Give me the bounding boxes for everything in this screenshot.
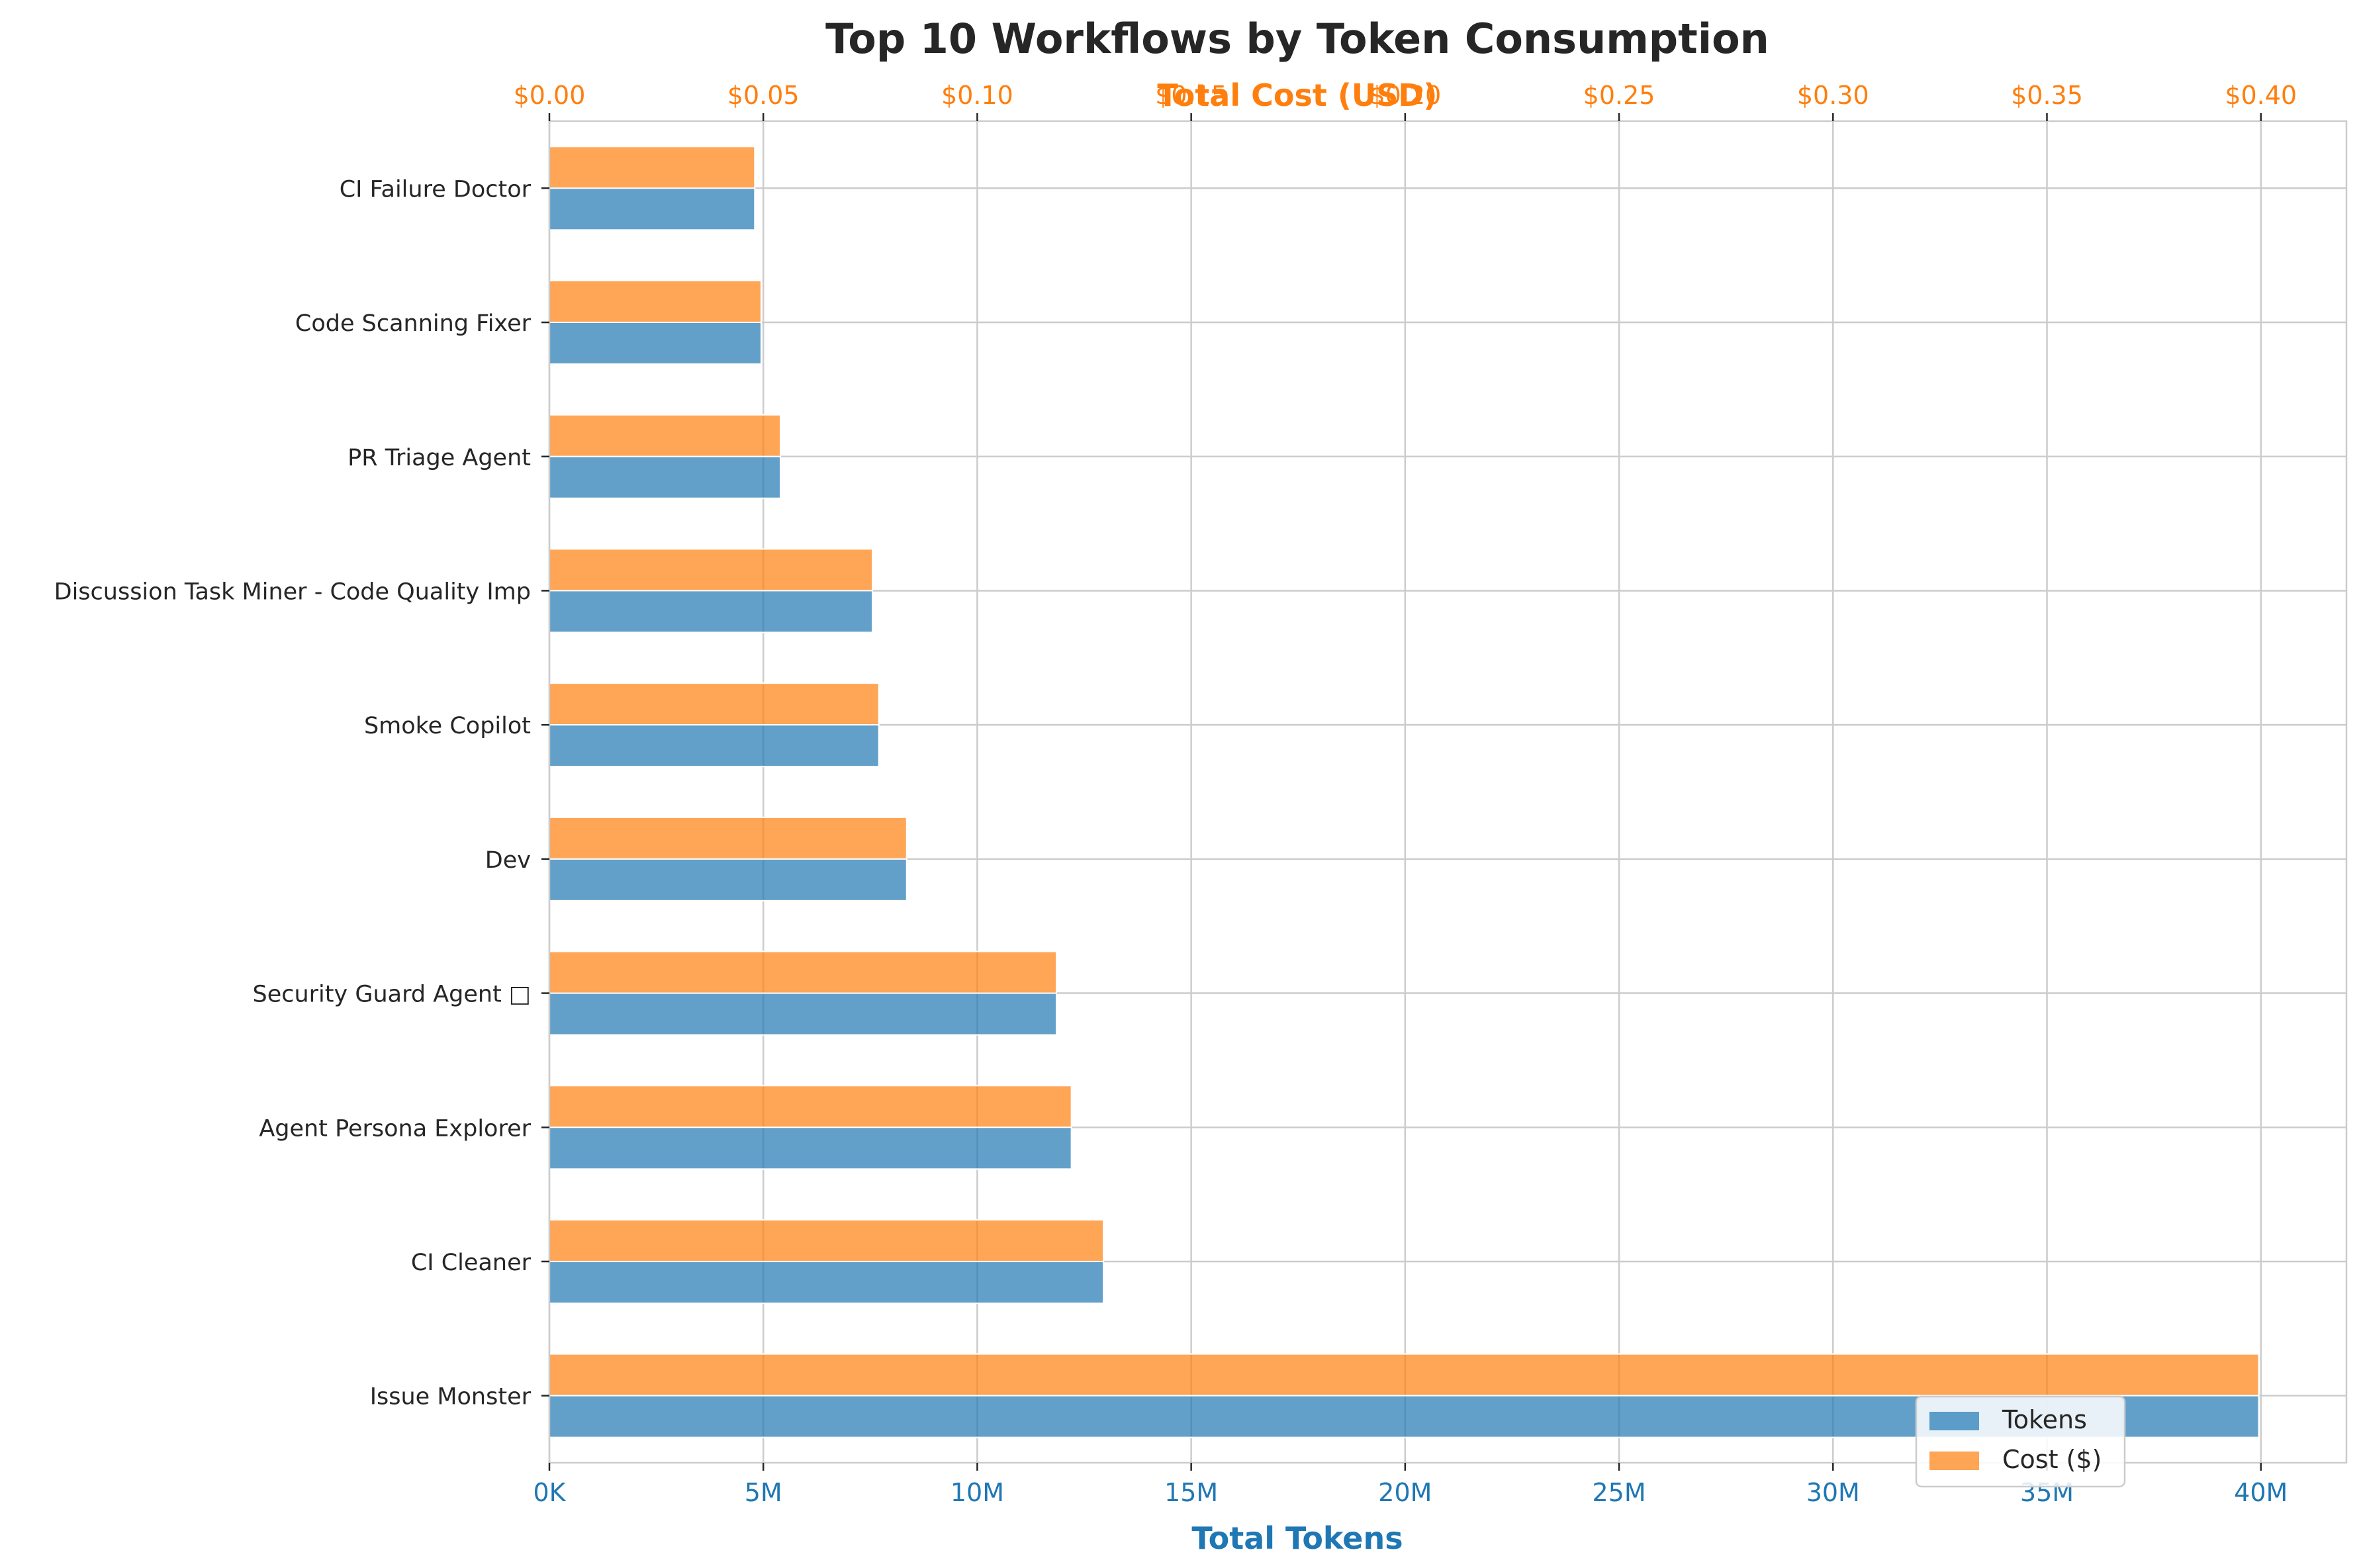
x-tick-label: 40M xyxy=(2234,1478,2288,1507)
category-label: CI Failure Doctor xyxy=(340,176,532,203)
x2-tick-label: $0.00 xyxy=(514,81,586,110)
legend: Tokens Cost ($) xyxy=(1915,1395,2126,1488)
bar-cost xyxy=(549,280,762,324)
bars xyxy=(549,146,2260,1438)
ticks: 0K 5M 10M 15M 20M 25M 30M 35M 40M$0.00 $0.05 $0.10… xyxy=(54,81,2297,1507)
category-label: Security Guard Agent □ xyxy=(252,982,531,1008)
x2-tick-label: $0.15 xyxy=(1155,81,1227,110)
bar-cost xyxy=(549,548,874,592)
x2-tick-label: $0.30 xyxy=(1797,81,1869,110)
legend-swatch-tokens xyxy=(1929,1412,1979,1430)
x2-tick-label: $0.10 xyxy=(941,81,1013,110)
bar-cost xyxy=(549,1219,1105,1262)
chart-title: Top 10 Workflows by Token Consumption xyxy=(825,15,1769,63)
top-axis-label: Total Cost (USD) xyxy=(1157,77,1437,113)
x-tick-label: 30M xyxy=(1806,1478,1860,1507)
bar-tokens xyxy=(549,724,880,768)
x2-tick-label: $0.40 xyxy=(2225,81,2297,110)
plot-frame xyxy=(548,120,2348,1464)
bar-cost xyxy=(549,682,880,726)
x-tick-label: 20M xyxy=(1378,1478,1432,1507)
x-tick-label: 15M xyxy=(1164,1478,1218,1507)
bar-cost xyxy=(549,146,756,189)
bar-tokens xyxy=(549,322,762,365)
x-tick-label: 0K xyxy=(533,1478,566,1507)
bar-tokens xyxy=(549,1127,1072,1170)
x-tick-label: 25M xyxy=(1593,1478,1646,1507)
bar-tokens xyxy=(549,187,756,231)
x2-tick-label: $0.20 xyxy=(1369,81,1441,110)
bottom-axis-label: Total Tokens xyxy=(1191,1520,1403,1556)
x2-tick-label: $0.25 xyxy=(1583,81,1655,110)
bar-cost xyxy=(549,1353,2260,1397)
bar-tokens xyxy=(549,590,874,633)
category-label: CI Cleaner xyxy=(411,1250,532,1276)
category-label: Smoke Copilot xyxy=(364,713,531,739)
bar-cost xyxy=(549,816,907,860)
x2-tick-label: $0.35 xyxy=(2011,81,2083,110)
bar-tokens xyxy=(549,455,782,499)
category-label: PR Triage Agent xyxy=(348,445,531,471)
x-tick-label: 5M xyxy=(745,1478,782,1507)
bar-cost xyxy=(549,414,782,457)
legend-label-cost: Cost ($) xyxy=(2002,1445,2102,1474)
category-label: Agent Persona Explorer xyxy=(259,1115,531,1142)
bar-tokens xyxy=(549,1260,1105,1304)
bar-tokens xyxy=(549,992,1058,1036)
grid xyxy=(548,121,2346,1463)
category-label: Discussion Task Miner - Code Quality Imp xyxy=(54,578,531,605)
bar-tokens xyxy=(549,858,907,901)
bar-cost xyxy=(549,950,1058,994)
x-tick-label: 10M xyxy=(950,1478,1004,1507)
category-label: Code Scanning Fixer xyxy=(295,310,532,337)
bar-cost xyxy=(549,1085,1072,1129)
category-label: Issue Monster xyxy=(370,1384,532,1410)
legend-label-tokens: Tokens xyxy=(2002,1405,2087,1434)
category-label: Dev xyxy=(485,847,531,874)
x2-tick-label: $0.05 xyxy=(727,81,800,110)
legend-swatch-cost xyxy=(1929,1452,1979,1470)
